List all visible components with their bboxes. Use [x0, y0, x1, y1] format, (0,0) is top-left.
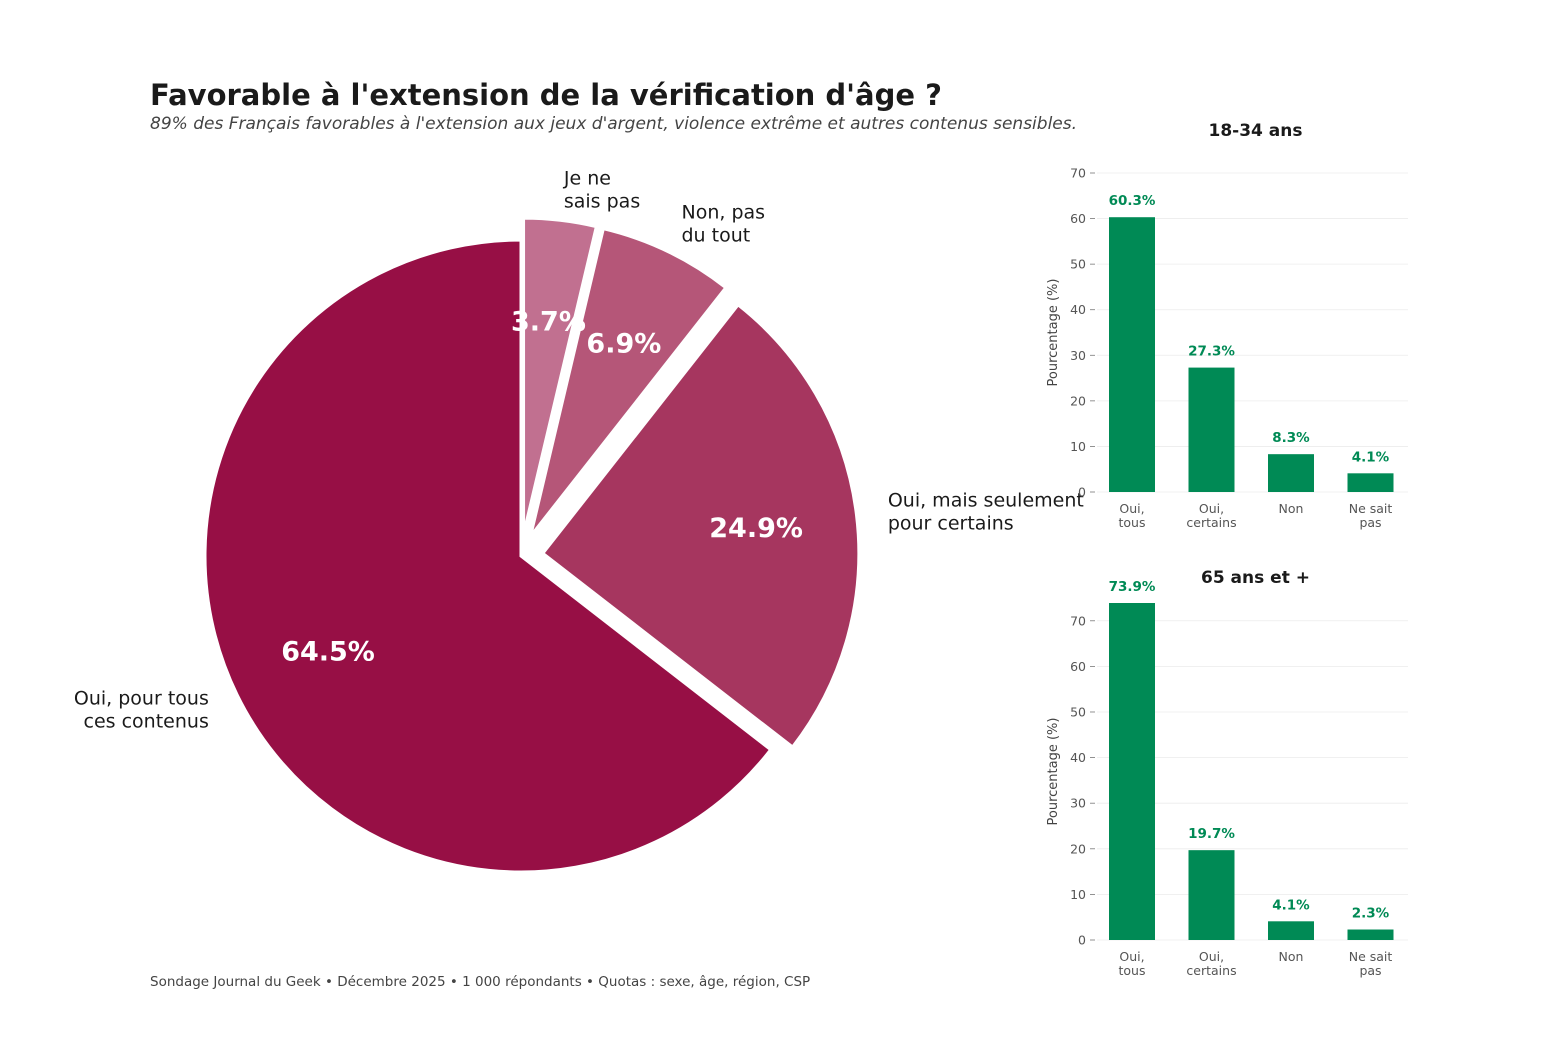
- x-tick-label: Oui, certains: [1186, 949, 1236, 978]
- x-tick-label: Non: [1279, 501, 1304, 516]
- bar-value-label: 4.1%: [1352, 449, 1390, 465]
- y-tick-label: 30: [1070, 796, 1086, 811]
- source-footer: Sondage Journal du Geek • Décembre 2025 …: [150, 974, 811, 990]
- y-tick-label: 70: [1070, 166, 1086, 181]
- x-tick-label: Ne sait pas: [1349, 501, 1393, 530]
- y-tick-label: 10: [1070, 439, 1086, 454]
- y-tick-label: 50: [1070, 257, 1086, 272]
- pie-slice: [203, 238, 773, 874]
- y-tick-label: 50: [1070, 704, 1086, 719]
- y-tick-label: 60: [1070, 211, 1086, 226]
- pie-value-label: 24.9%: [709, 513, 803, 544]
- x-tick-label: Oui, certains: [1186, 501, 1236, 530]
- pie-slice-label: Oui, mais seulement pour certains: [888, 489, 1084, 534]
- y-tick-label: 40: [1070, 750, 1086, 765]
- x-tick-label: Oui, tous: [1119, 949, 1146, 978]
- y-axis-label: Pourcentage (%): [1046, 718, 1061, 826]
- bar-chart-18-34: 18-34 ans 0 10 20 30 40 50 60 70 Pourcentage (%) 6…: [1046, 121, 1408, 530]
- y-tick-label: 20: [1070, 841, 1086, 856]
- bar-value-label: 60.3%: [1109, 193, 1156, 209]
- y-tick-label: 20: [1070, 393, 1086, 408]
- y-tick-label: 60: [1070, 659, 1086, 674]
- y-tick-label: 10: [1070, 887, 1086, 902]
- y-tick-label: 40: [1070, 302, 1086, 317]
- y-tick-label: 30: [1070, 348, 1086, 363]
- bar: [1109, 217, 1155, 492]
- pie-slice-label: Oui, pour tous ces contenus: [74, 687, 209, 732]
- y-tick-label: 70: [1070, 613, 1086, 628]
- bar: [1347, 929, 1394, 940]
- bar-value-label: 27.3%: [1188, 344, 1235, 360]
- x-tick-label: Oui, tous: [1119, 501, 1146, 530]
- bar-value-label: 73.9%: [1109, 579, 1156, 595]
- pie-slice: [522, 216, 599, 535]
- pie-slice: [529, 226, 728, 538]
- bar-chart-65-plus: 65 ans et + 0 10 20 30 40 50 60 70 Pourcentage (%…: [1046, 568, 1408, 978]
- y-tick-label: 0: [1078, 933, 1086, 948]
- pie-value-label: 3.7%: [511, 307, 586, 338]
- x-tick-label: Ne sait pas: [1349, 949, 1393, 978]
- y-tick-label: 0: [1078, 485, 1086, 500]
- bar: [1109, 603, 1155, 940]
- x-tick-label: Non: [1279, 949, 1304, 964]
- bar: [1347, 473, 1394, 492]
- bar-value-label: 8.3%: [1272, 430, 1310, 446]
- bar: [1268, 454, 1314, 492]
- bar-chart-title: 18-34 ans: [1209, 121, 1303, 141]
- bar: [1268, 921, 1314, 940]
- bar-chart-title: 65 ans et +: [1201, 568, 1310, 588]
- bar: [1188, 850, 1235, 940]
- chart-title: Favorable à l'extension de la vérificati…: [150, 78, 942, 112]
- chart-subtitle: 89% des Français favorables à l'extensio…: [150, 114, 1078, 134]
- pie-slice: [540, 302, 861, 750]
- pie-slice-label: Non, pas du tout: [682, 202, 766, 247]
- pie-chart: Oui, pour tous ces contenus Oui, mais seul…: [74, 167, 1084, 874]
- bar-value-label: 2.3%: [1352, 906, 1390, 922]
- bar-value-label: 19.7%: [1188, 826, 1235, 842]
- pie-slice-label: Je ne sais pas: [563, 167, 640, 212]
- bar: [1188, 367, 1235, 492]
- pie-value-label: 6.9%: [586, 329, 661, 360]
- pie-value-label: 64.5%: [281, 637, 375, 668]
- y-axis-label: Pourcentage (%): [1046, 279, 1061, 387]
- bar-value-label: 4.1%: [1272, 897, 1310, 913]
